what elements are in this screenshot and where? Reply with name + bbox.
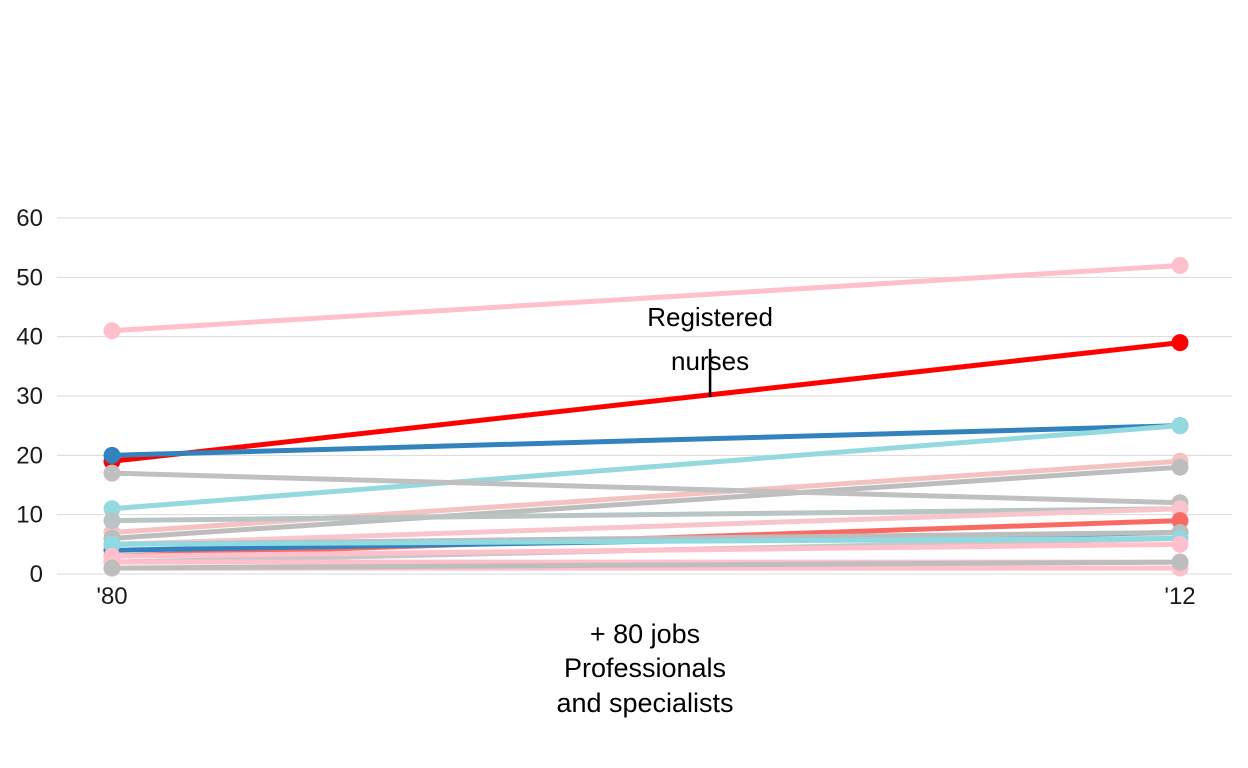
y-tick-label: 0: [30, 561, 43, 588]
series-point: [104, 560, 121, 577]
series-point: [1172, 257, 1189, 274]
y-tick-label: 40: [16, 324, 43, 351]
annotation-text: nurses: [671, 346, 749, 376]
series-point: [104, 447, 121, 464]
caption: + 80 jobs Professionals and specialists: [556, 619, 733, 718]
series-line: [112, 265, 1180, 330]
x-tick-label: '12: [1164, 583, 1195, 610]
series-point: [104, 322, 121, 339]
series-point: [104, 465, 121, 482]
caption-line: and specialists: [556, 688, 733, 718]
series-line: [112, 343, 1180, 462]
x-tick-label: '80: [96, 583, 127, 610]
annotation-text: Registered: [647, 302, 773, 332]
series-lines: [104, 257, 1189, 577]
series-point: [104, 512, 121, 529]
caption-line: Professionals: [564, 653, 726, 683]
series-point: [1172, 554, 1189, 571]
series-point: [1172, 417, 1189, 434]
x-axis-ticks: '80 '12: [96, 583, 1195, 610]
y-tick-label: 60: [16, 205, 43, 232]
y-tick-label: 20: [16, 442, 43, 469]
series-2: [104, 417, 1189, 464]
y-tick-label: 10: [16, 502, 43, 529]
annotation: Registered nurses: [647, 302, 773, 397]
y-axis-ticks: 0 10 20 30 40 50 60: [16, 205, 43, 588]
y-tick-label: 50: [16, 264, 43, 291]
caption-line: + 80 jobs: [590, 619, 700, 649]
series-point: [1172, 536, 1189, 553]
y-tick-label: 30: [16, 383, 43, 410]
series-0: [104, 257, 1189, 339]
series-point: [1172, 334, 1189, 351]
series-point: [1172, 459, 1189, 476]
